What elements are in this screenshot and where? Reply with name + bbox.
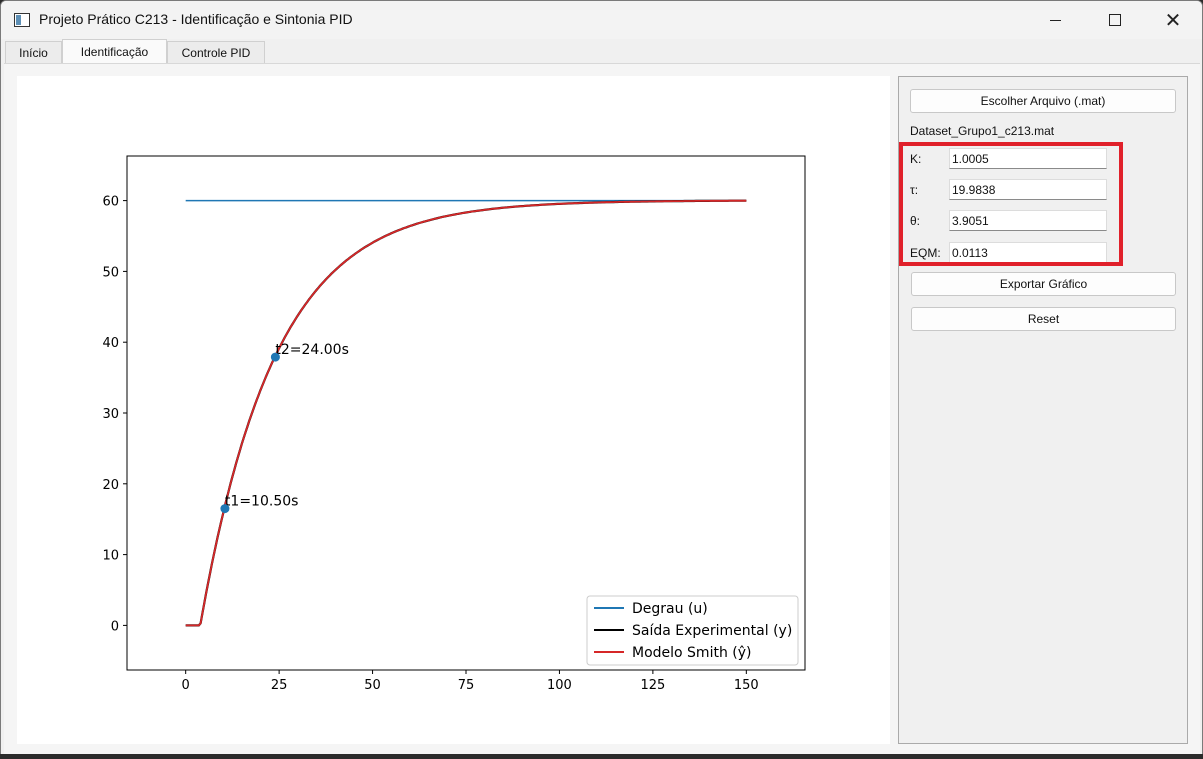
y-tick-label: 60 bbox=[102, 195, 119, 210]
tab-inicio[interactable]: Início bbox=[5, 41, 62, 63]
minimize-icon bbox=[1049, 19, 1061, 21]
tab-label: Início bbox=[19, 45, 48, 60]
maximize-button[interactable] bbox=[1086, 1, 1144, 39]
app-icon bbox=[14, 13, 30, 27]
series-line-2 bbox=[185, 199, 747, 627]
point-label: t2=24.00s bbox=[275, 342, 349, 358]
x-tick-label: 75 bbox=[458, 678, 475, 693]
y-tick-label: 10 bbox=[102, 549, 119, 564]
close-icon: ✕ bbox=[1164, 8, 1182, 32]
x-tick-label: 125 bbox=[640, 678, 665, 693]
marker-point bbox=[220, 504, 230, 514]
point-label: t1=10.50s bbox=[225, 494, 299, 510]
close-button[interactable]: ✕ bbox=[1144, 1, 1202, 39]
tau-label: τ: bbox=[910, 183, 919, 197]
legend-entry: Degrau (u) bbox=[632, 601, 708, 617]
k-label: K: bbox=[910, 152, 922, 166]
tab-label: Controle PID bbox=[181, 45, 251, 60]
legend-entry: Modelo Smith (ŷ) bbox=[632, 645, 752, 661]
legend-box bbox=[586, 595, 799, 666]
y-tick-label: 20 bbox=[102, 478, 119, 493]
y-tick-label: 50 bbox=[102, 265, 119, 280]
window-title: Projeto Prático C213 - Identificação e S… bbox=[39, 11, 353, 27]
maximize-icon bbox=[1109, 14, 1121, 26]
x-tick-label: 150 bbox=[734, 678, 759, 693]
file-name-label: Dataset_Grupo1_c213.mat bbox=[910, 124, 1055, 138]
x-tick-label: 100 bbox=[547, 678, 572, 693]
y-tick-label: 0 bbox=[111, 619, 119, 634]
response-chart: 0 25 50 75 100 125 150 0 10 20 30 40 50 60 t1=10.50s t2… bbox=[102, 155, 806, 693]
x-tick-label: 0 bbox=[182, 678, 190, 693]
k-field[interactable]: 1.0005 bbox=[949, 148, 1107, 169]
theta-label: θ: bbox=[910, 214, 921, 228]
desktop-edge bbox=[0, 754, 1203, 759]
theta-field[interactable]: 3.9051 bbox=[949, 210, 1107, 231]
choose-file-button[interactable]: Escolher Arquivo (.mat) bbox=[910, 89, 1176, 113]
x-tick-label: 50 bbox=[364, 678, 381, 693]
tau-field[interactable]: 19.9838 bbox=[949, 179, 1107, 200]
tab-label: Identificação bbox=[80, 44, 149, 59]
title-bar[interactable]: Projeto Prático C213 - Identificação e S… bbox=[1, 1, 1202, 39]
marker-point bbox=[270, 352, 280, 362]
export-chart-button[interactable]: Exportar Gráfico bbox=[911, 272, 1176, 296]
y-tick-label: 40 bbox=[102, 336, 119, 351]
tab-controle-pid[interactable]: Controle PID bbox=[167, 41, 265, 63]
plot-frame bbox=[126, 155, 806, 671]
eqm-label: EQM: bbox=[910, 246, 941, 260]
legend-entry: Saída Experimental (y) bbox=[632, 623, 792, 639]
y-tick-label: 30 bbox=[102, 407, 119, 422]
x-tick-label: 25 bbox=[271, 678, 288, 693]
tab-identificacao[interactable]: Identificação bbox=[62, 39, 167, 63]
eqm-field[interactable]: 0.0113 bbox=[949, 242, 1107, 263]
minimize-button[interactable] bbox=[1026, 1, 1084, 39]
identification-panel: Escolher Arquivo (.mat) Dataset_Grupo1_c… bbox=[898, 76, 1188, 744]
reset-button[interactable]: Reset bbox=[911, 307, 1176, 331]
plot-canvas[interactable]: 0 25 50 75 100 125 150 0 10 20 30 40 50 60 t1=10.50s t2… bbox=[17, 76, 890, 744]
